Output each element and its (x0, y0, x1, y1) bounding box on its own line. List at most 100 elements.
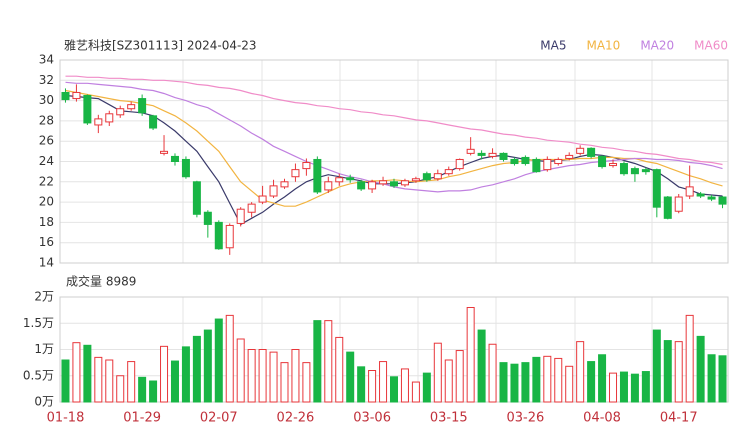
volume-bar (379, 361, 388, 403)
candle-body (280, 181, 289, 188)
volume-bar (313, 320, 322, 403)
candle-body (346, 177, 355, 181)
volume-bar (127, 361, 136, 403)
x-tick-label: 03-15 (430, 411, 468, 426)
candle-body (379, 180, 388, 185)
volume-bar (149, 380, 158, 403)
volume-bar (214, 318, 223, 403)
candle-body (116, 108, 125, 116)
candle-body (652, 169, 661, 208)
candle-body (685, 186, 694, 197)
candle-body (138, 98, 147, 114)
y-tick-label: 26 (39, 134, 54, 148)
candle-body (455, 158, 464, 170)
volume-bar (707, 354, 716, 403)
volume-bar (291, 349, 300, 403)
volume-bar (116, 375, 125, 403)
candle-body (368, 181, 377, 190)
volume-bar (433, 342, 442, 403)
candle-body (225, 224, 234, 249)
y-tick-label: 34 (39, 53, 54, 67)
candle-body (313, 158, 322, 193)
volume-bar (280, 362, 289, 403)
candle-body (510, 158, 519, 165)
candle-body (499, 152, 508, 160)
volume-bar (411, 381, 420, 403)
x-tick-label: 02-26 (277, 411, 315, 426)
volume-bar (83, 344, 92, 403)
volume-bar (335, 336, 344, 403)
volume-bar (269, 351, 278, 403)
candle-body (696, 193, 705, 197)
volume-bar (105, 359, 114, 403)
volume-bar (477, 329, 486, 403)
volume-bar (598, 354, 607, 403)
candle-body (565, 154, 574, 159)
volume-bar (236, 338, 245, 403)
candle-body (170, 155, 179, 163)
candle-body (324, 181, 333, 191)
candle-body (598, 155, 607, 168)
volume-bar (696, 335, 705, 403)
candle-body (258, 195, 267, 203)
volume-bar (400, 368, 409, 403)
candle-body (444, 169, 453, 175)
volume-bar (532, 356, 541, 403)
volume-bar (203, 329, 212, 403)
candle-body (619, 163, 628, 175)
legend-item: MA5 (540, 39, 566, 53)
volume-bar (357, 366, 366, 403)
y-tick-label: 1万 (34, 342, 54, 356)
candle-body (543, 158, 552, 171)
volume-bar (258, 349, 267, 403)
x-tick-label: 04-08 (583, 411, 621, 426)
volume-bar (652, 329, 661, 403)
x-tick-label: 02-07 (200, 411, 238, 426)
volume-bar (718, 355, 727, 403)
volume-bar (225, 314, 234, 403)
candle-body (488, 152, 497, 157)
legend-item: MA10 (586, 39, 620, 53)
volume-bar (422, 372, 431, 403)
candle-body (466, 148, 475, 154)
candle-body (641, 169, 650, 173)
y-tick-label: 16 (39, 235, 54, 249)
y-tick-label: 0.5万 (23, 368, 54, 382)
x-tick-label: 01-29 (123, 411, 161, 426)
candle-body (433, 173, 442, 180)
volume-bar (138, 376, 147, 403)
y-tick-label: 22 (39, 174, 54, 188)
chart-title: 雅艺科技[SZ301113] 2024-04-23 (64, 38, 257, 53)
y-tick-label: 32 (39, 73, 54, 87)
volume-bar (466, 307, 475, 403)
x-tick-label: 01-18 (47, 411, 85, 426)
candle-body (302, 162, 311, 170)
candle-body (214, 221, 223, 250)
candle-body (160, 150, 169, 154)
volume-bar (247, 349, 256, 403)
candle-body (61, 91, 70, 101)
y-tick-label: 2万 (34, 290, 54, 304)
x-tick-label: 04-17 (660, 411, 698, 426)
volume-bar (554, 357, 563, 403)
x-tick-label: 03-06 (353, 411, 391, 426)
volume-bar (565, 365, 574, 403)
candle-body (521, 156, 530, 165)
candle-body (576, 147, 585, 154)
candle-body (291, 169, 300, 178)
volume-bar (61, 359, 70, 403)
legend-item: MA20 (640, 39, 674, 53)
volume-bar (192, 335, 201, 403)
volume-bar (455, 350, 464, 403)
y-tick-label: 30 (39, 93, 54, 107)
volume-bar (389, 376, 399, 403)
candle-body (400, 180, 409, 186)
candle-body (335, 177, 344, 183)
ma-line (65, 75, 723, 166)
y-tick-label: 28 (39, 113, 54, 127)
candle-body (630, 168, 639, 175)
candle-body (674, 196, 683, 212)
candle-body (554, 158, 563, 165)
volume-bar (630, 373, 639, 403)
